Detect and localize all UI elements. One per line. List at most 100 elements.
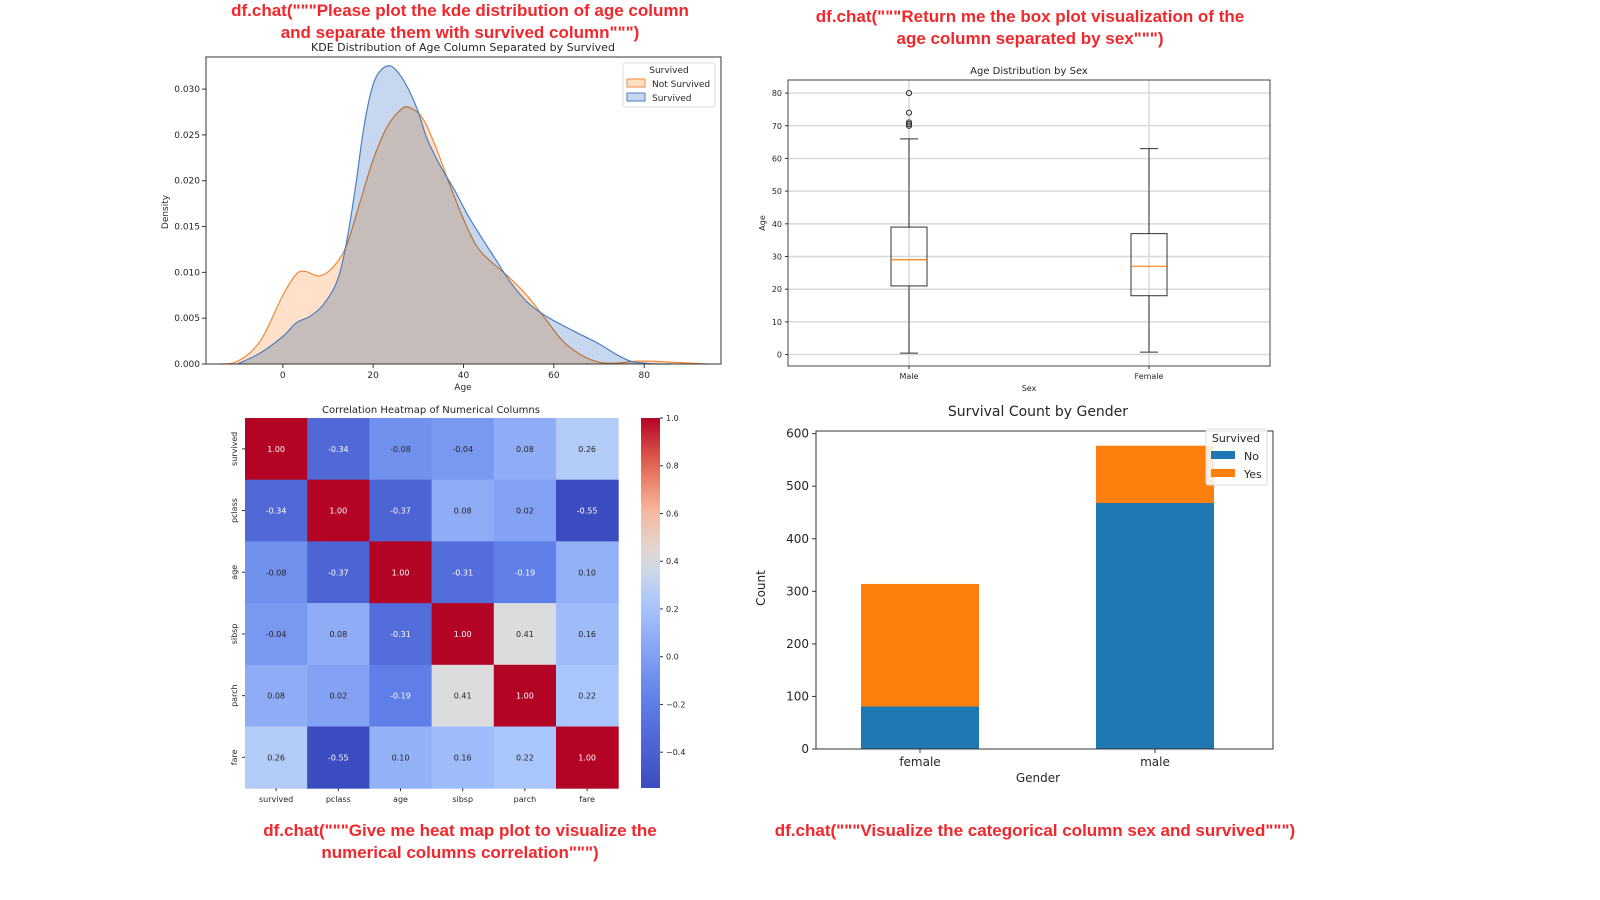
heatmap-cell [431,603,495,666]
colorbar-tick-label: 0.8 [666,462,679,471]
heatmap-cell-label: 0.26 [578,445,596,454]
box-xlabel: Sex [1022,384,1037,393]
bar-ylabel: Count [754,570,768,606]
heatmap-cell [431,418,495,481]
bar-legend-title: Survived [1212,432,1260,445]
kde-legend-title: Survived [649,66,689,76]
box-outlier-male [905,89,913,97]
heatmap-cell-label: 1.00 [329,507,347,516]
heatmap-cell-label: 0.02 [329,692,347,701]
heatmap-cell-label: 1.00 [392,568,410,577]
box-ytick-label: 0 [777,351,782,360]
kde-xtick-label: 60 [548,371,560,381]
colorbar-tick-label: 0.4 [666,557,679,566]
legend-swatch-yes [1211,469,1235,477]
heatmap-cell-label: -0.37 [328,568,349,577]
bar-male-no [1096,503,1214,749]
kde-xlabel: Age [454,383,472,393]
heatmap-cell [369,479,433,542]
legend-swatch-no [1211,451,1235,459]
heatmap-cell [369,726,433,789]
heatmap-cell [307,726,370,789]
heatmap-cell [369,664,433,727]
heatmap-cell-label: -0.04 [266,630,287,639]
kde-ytick-label: 0.000 [174,360,200,370]
box-chart: Age Distribution by Sex 0 10 20 30 40 50 60 70 8… [758,66,1271,393]
heatmap-ylabel: pclass [230,498,239,523]
kde-ytick-label: 0.025 [174,131,200,141]
heatmap-cell [556,603,619,666]
heatmap-cell [369,418,433,481]
bar-ytick-label: 600 [786,427,809,441]
heatmap-cell [493,479,557,542]
box-iqr-male [890,226,928,287]
kde-ytick-label: 0.010 [174,268,200,278]
heatmap-cell [493,726,557,789]
heatmap-cell [307,479,370,542]
bar-ytick-label: 100 [786,689,809,703]
bar-ytick-label: 300 [786,584,809,598]
heatmap-cell-label: 0.02 [516,507,534,516]
kde-chart: KDE Distribution of Age Column Separated… [161,41,722,393]
heatmap-cell [369,603,433,666]
heatmap-cell-label: 0.08 [329,630,347,639]
heatmap-cell-label: 0.10 [578,568,596,577]
colorbar-tick-label: 0.6 [666,509,679,518]
kde-ylabel: Density [161,194,171,229]
heatmap-cell-label: -0.04 [452,445,473,454]
kde-prompt-caption: df.chat("""Please plot the kde distribut… [231,1,689,42]
heatmap-xlabel: age [393,795,408,804]
bar-ytick-label: 500 [786,479,809,493]
heatmap-cell [493,664,557,727]
heatmap-xlabel: fare [579,795,595,804]
heatmap-cell [245,418,308,481]
box-ytick-label: 30 [772,253,782,262]
heatmap-cell-label: -0.19 [390,692,411,701]
heatmap-ylabel: age [230,565,239,580]
heatmap-cell [431,479,495,542]
heatmap-cell-label: 0.10 [392,753,410,762]
bar-legend: Survived No Yes [1205,428,1268,486]
heatmap-cell-label: -0.55 [328,753,349,762]
legend-swatch-survived [626,92,646,102]
heatmap-cell-label: -0.19 [515,568,536,577]
heatmap-xlabel: parch [514,795,537,804]
heatmap-cell-label: 0.41 [516,630,534,639]
kde-ytick-label: 0.015 [174,223,200,233]
heatmap-cell-label: 1.00 [267,445,285,454]
heatmap-xlabel: sibsp [452,795,473,804]
heatmap-cell-label: -0.31 [390,630,411,639]
box-ytick-label: 10 [772,318,782,327]
heatmap-cell-label: 0.16 [454,753,472,762]
heatmap-cell-label: 0.41 [454,692,472,701]
heatmap-cell-label: -0.34 [266,507,287,516]
legend-label-yes: Yes [1243,468,1262,481]
heatmap-ylabel: sibsp [230,624,239,645]
heatmap-cell [369,541,433,604]
bar-xlabel: Gender [1016,771,1060,785]
kde-line-survived [237,65,672,365]
bar-ytick-label: 400 [786,532,809,546]
bar-axes-frame [815,430,1274,750]
legend-label-survived: Survived [652,94,692,104]
heatmap-cell-label: -0.31 [452,568,473,577]
bar-title: Survival Count by Gender [948,404,1128,420]
heatmap-cell-label: 0.22 [578,692,596,701]
heatmap-cell [245,726,308,789]
heatmap-cell-label: 1.00 [578,753,596,762]
bar-xtick-label: female [899,755,940,769]
heatmap-xlabel: survived [259,795,293,804]
heatmap-cell-label: 0.26 [267,753,285,762]
bar-ytick-label: 200 [786,637,809,651]
box-ylabel: Age [758,215,767,231]
heatmap-cell [245,664,308,727]
heatmap-cell-label: -0.08 [266,568,287,577]
heatmap-cell-label: 0.16 [578,630,596,639]
heatmap-chart: Correlation Heatmap of Numerical Columns… [230,405,685,804]
kde-xtick-label: 40 [458,371,470,381]
heatmap-colorbar [641,418,660,788]
heatmap-cell-label: -0.34 [328,445,349,454]
bar-prompt-caption: df.chat("""Visualize the categorical col… [774,821,1296,840]
box-ytick-label: 60 [772,154,782,163]
heatmap-cell [556,726,619,789]
